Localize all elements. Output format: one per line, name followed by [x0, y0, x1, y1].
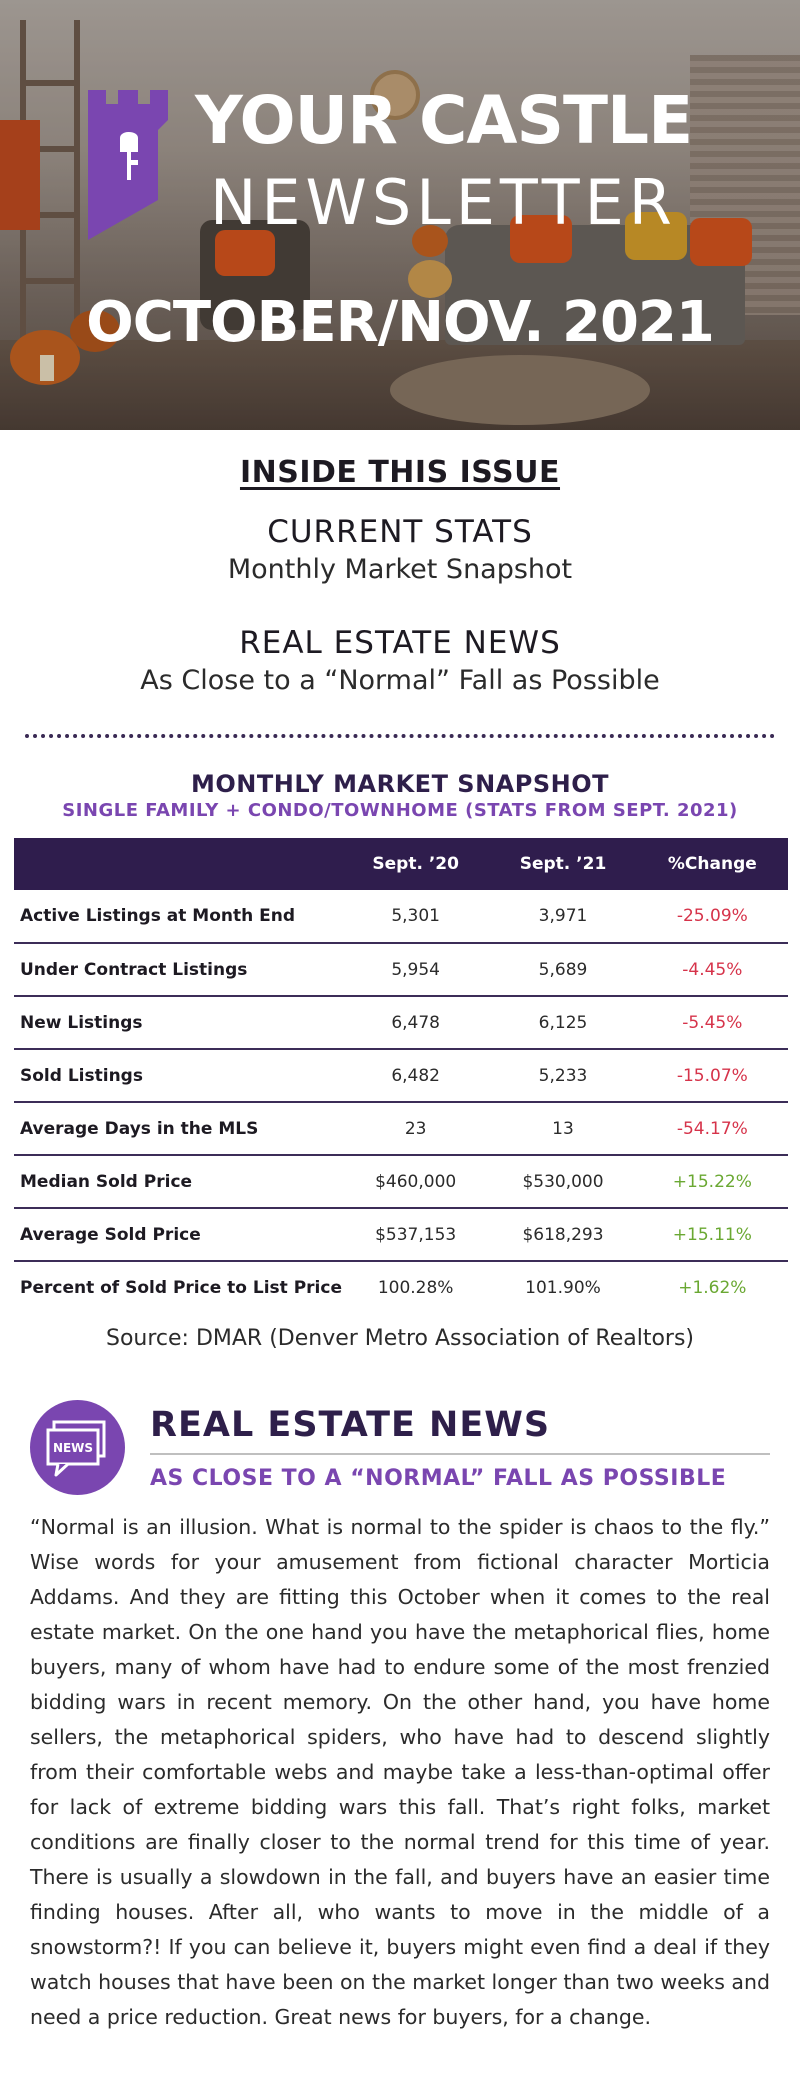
toc-item-subtitle: As Close to a “Normal” Fall as Possible: [140, 665, 660, 696]
cell-sept20: $537,153: [341, 1208, 490, 1262]
row-label: Sold Listings: [14, 1049, 342, 1103]
column-header-sept20: Sept. ’20: [341, 838, 490, 890]
cell-change: +15.11%: [636, 1208, 788, 1262]
table-row: New Listings 6,478 6,125 -5.45%: [14, 996, 788, 1050]
cell-sept20: 5,301: [341, 890, 490, 944]
news-article-body: “Normal is an illusion. What is normal t…: [30, 1515, 770, 2029]
data-source-note: Source: DMAR (Denver Metro Association o…: [105, 1326, 695, 1351]
news-section-title: REAL ESTATE NEWS: [150, 1405, 551, 1445]
toc-item-subtitle: Monthly Market Snapshot: [227, 554, 573, 585]
table-row: Percent of Sold Price to List Price 100.…: [14, 1261, 788, 1314]
hero-banner: YOUR CASTLE NEWSLETTER OCTOBER/NOV. 2021: [0, 0, 800, 430]
dotted-divider: [25, 734, 775, 738]
cell-sept21: 6,125: [489, 996, 637, 1050]
cell-change: -15.07%: [636, 1049, 788, 1103]
blanket-decor: [0, 120, 40, 230]
pumpkin-decor: [408, 260, 452, 298]
column-header-sept21: Sept. ’21: [489, 838, 637, 890]
news-badge-label: NEWS: [53, 1441, 93, 1455]
toc-item-heading: REAL ESTATE NEWS: [239, 625, 561, 661]
speech-bubbles-icon: NEWS: [46, 1420, 106, 1477]
snapshot-title: MONTHLY MARKET SNAPSHOT: [191, 770, 609, 798]
newsletter-title: YOUR CASTLE: [195, 82, 693, 159]
snapshot-subtitle: SINGLE FAMILY + CONDO/TOWNHOME (STATS FR…: [62, 800, 738, 821]
row-label: Percent of Sold Price to List Price: [20, 1278, 342, 1298]
row-label: Under Contract Listings: [14, 943, 342, 997]
table-row: Sold Listings 6,482 5,233 -15.07%: [14, 1049, 788, 1103]
toc-item-heading: CURRENT STATS: [267, 514, 533, 550]
news-badge: NEWS: [30, 1400, 125, 1495]
table-row: Median Sold Price $460,000 $530,000 +15.…: [14, 1155, 788, 1209]
cell-sept20: 23: [341, 1102, 490, 1156]
row-label: Active Listings at Month End: [14, 890, 342, 944]
pillow-decor: [625, 212, 687, 260]
candle-decor: [40, 355, 54, 381]
news-divider: [150, 1453, 770, 1455]
row-label: Median Sold Price: [14, 1155, 342, 1209]
table-header-row: Sept. ’20 Sept. ’21 %Change: [14, 838, 788, 890]
cell-change: -5.45%: [636, 996, 788, 1050]
cell-sept21: $618,293: [489, 1208, 637, 1262]
table-row: Average Sold Price $537,153 $618,293 +15…: [14, 1208, 788, 1262]
toc-title: INSIDE THIS ISSUE: [239, 455, 561, 490]
cell-sept20: 100.28%: [377, 1278, 454, 1298]
cell-change: -54.17%: [636, 1102, 788, 1156]
cell-sept20: 5,954: [341, 943, 490, 997]
market-stats-table: Sept. ’20 Sept. ’21 %Change Active Listi…: [14, 838, 788, 1314]
table-row: Under Contract Listings 5,954 5,689 -4.4…: [14, 943, 788, 997]
table-of-contents: INSIDE THIS ISSUE CURRENT STATS Monthly …: [0, 455, 800, 696]
wall-basket-decor: [370, 70, 420, 120]
table-row: Average Days in the MLS 23 13 -54.17%: [14, 1102, 788, 1156]
news-article-title: AS CLOSE TO A “NORMAL” FALL AS POSSIBLE: [150, 1466, 727, 1491]
cell-sept21: 101.90%: [525, 1278, 601, 1298]
pumpkin-decor: [70, 310, 120, 352]
row-label: Average Sold Price: [14, 1208, 342, 1262]
cell-change: -25.09%: [636, 890, 788, 944]
cell-sept21: 5,233: [489, 1049, 637, 1103]
cell-sept20: $460,000: [341, 1155, 490, 1209]
pillow-decor: [215, 230, 275, 276]
cell-sept20: 6,482: [341, 1049, 490, 1103]
castle-logo-icon: [88, 90, 168, 240]
newsletter-subtitle: NEWSLETTER: [210, 166, 677, 239]
issue-date: OCTOBER/NOV. 2021: [86, 290, 715, 355]
pillow-decor: [510, 215, 572, 263]
row-label: Average Days in the MLS: [14, 1102, 342, 1156]
cell-sept21: 13: [489, 1102, 637, 1156]
column-header-label: [14, 838, 342, 890]
column-header-change: %Change: [636, 838, 788, 890]
pillow-decor: [690, 218, 752, 266]
pumpkin-decor: [412, 225, 448, 257]
cell-change: +1.62%: [678, 1278, 747, 1298]
cell-change: +15.22%: [636, 1155, 788, 1209]
cell-sept20: 6,478: [341, 996, 490, 1050]
table-row: Active Listings at Month End 5,301 3,971…: [14, 890, 788, 944]
row-label: New Listings: [14, 996, 342, 1050]
cell-change: -4.45%: [636, 943, 788, 997]
cell-sept21: 3,971: [489, 890, 637, 944]
rug-decor: [390, 355, 650, 425]
cell-sept21: $530,000: [489, 1155, 637, 1209]
cell-sept21: 5,689: [489, 943, 637, 997]
